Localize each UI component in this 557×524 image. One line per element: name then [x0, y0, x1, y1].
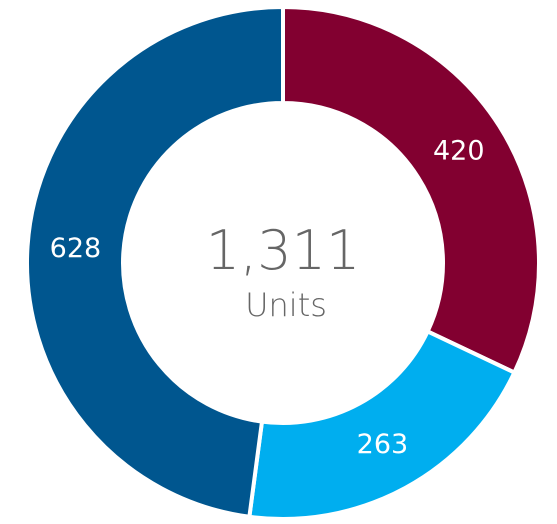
donut-segment [247, 328, 518, 521]
value-label: 263 [357, 429, 409, 460]
value-label: 420 [433, 135, 485, 166]
donut-segment [25, 4, 285, 520]
value-label: 628 [50, 233, 102, 264]
donut-segment [281, 4, 541, 376]
center-total: 1,311 [206, 219, 361, 282]
center-subtitle: Units [245, 286, 327, 324]
